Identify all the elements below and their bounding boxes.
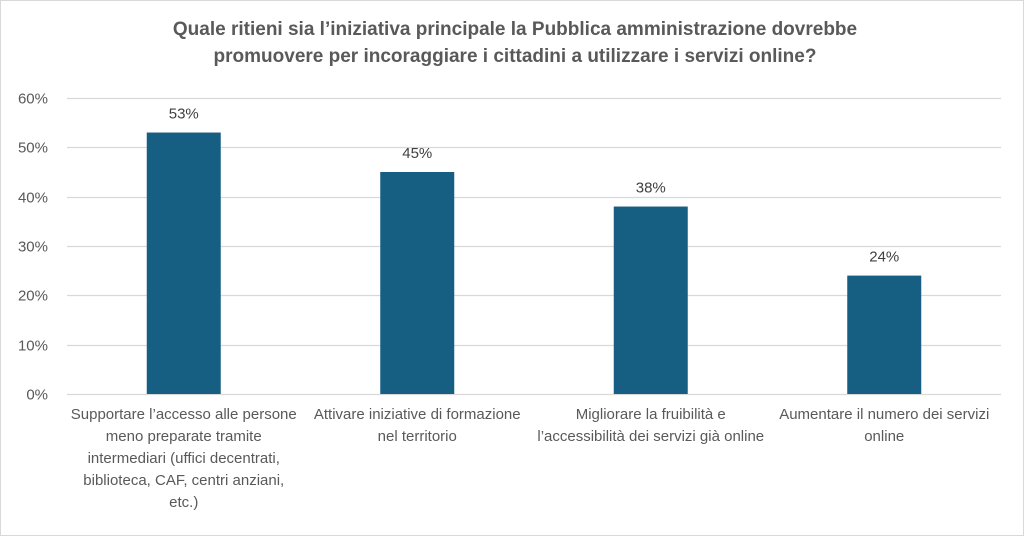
x-tick-label: Aumentare il numero dei servizi online [779,406,990,445]
data-label: 38% [636,180,666,197]
bar [613,206,688,394]
x-tick-label: Migliorare la fruibilità e l’accessibili… [537,406,765,445]
y-tick-label: 10% [18,338,48,355]
x-tick-label: Supportare l’accesso alle persone meno p… [70,406,297,511]
y-tick-label: 0% [26,387,48,404]
y-tick-label: 50% [18,140,48,157]
bar [380,172,455,394]
data-label: 53% [169,106,199,123]
data-label: 24% [869,249,899,266]
y-tick-label: 30% [18,239,48,256]
y-axis-ticks: 0% 10% 20% 30% 40% 50% 60% [18,91,48,404]
gridlines [67,97,1001,396]
bar [146,132,221,395]
data-label: 45% [402,145,432,162]
bars [146,132,922,395]
chart-title: Quale ritieni sia l’iniziativa principal… [60,16,970,70]
bar [847,275,922,394]
x-tick-label: Attivare iniziative di formazione nel te… [313,406,521,445]
y-tick-label: 60% [18,91,48,108]
y-tick-label: 40% [18,190,48,207]
chart-title-line-2: promuovere per incoraggiare i cittadini … [213,46,817,67]
y-tick-label: 20% [18,288,48,305]
chart-title-line-1: Quale ritieni sia l’iniziativa principal… [172,19,858,40]
data-labels: 53% 45% 38% 24% [169,106,900,266]
